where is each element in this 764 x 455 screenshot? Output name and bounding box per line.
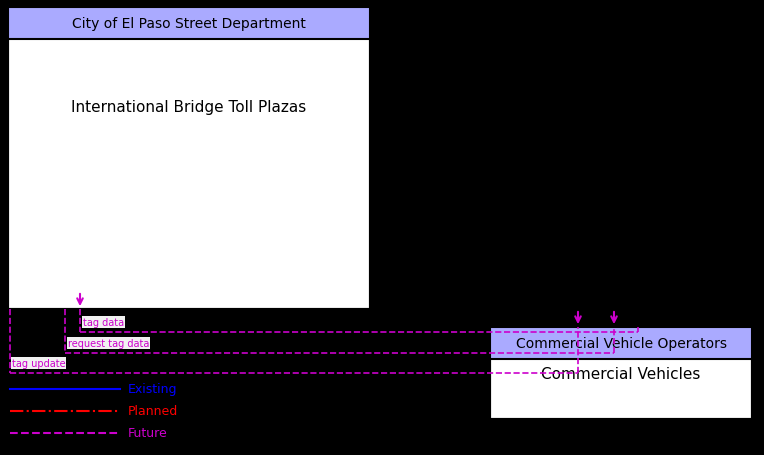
Bar — [8, 8, 370, 40]
Bar — [490, 327, 752, 419]
Text: Planned: Planned — [128, 404, 178, 418]
Bar — [490, 327, 752, 419]
Text: City of El Paso Street Department: City of El Paso Street Department — [72, 17, 306, 31]
Text: International Bridge Toll Plazas: International Bridge Toll Plazas — [71, 100, 306, 115]
Bar — [8, 8, 370, 309]
Text: tag update: tag update — [12, 358, 66, 368]
Text: Future: Future — [128, 427, 168, 440]
Bar — [490, 327, 752, 359]
Text: request tag data: request tag data — [68, 338, 150, 348]
Text: tag data: tag data — [83, 317, 124, 327]
Text: Commercial Vehicles: Commercial Vehicles — [542, 367, 701, 382]
Text: Existing: Existing — [128, 383, 177, 396]
Text: Commercial Vehicle Operators: Commercial Vehicle Operators — [516, 336, 727, 350]
Bar — [8, 8, 370, 309]
